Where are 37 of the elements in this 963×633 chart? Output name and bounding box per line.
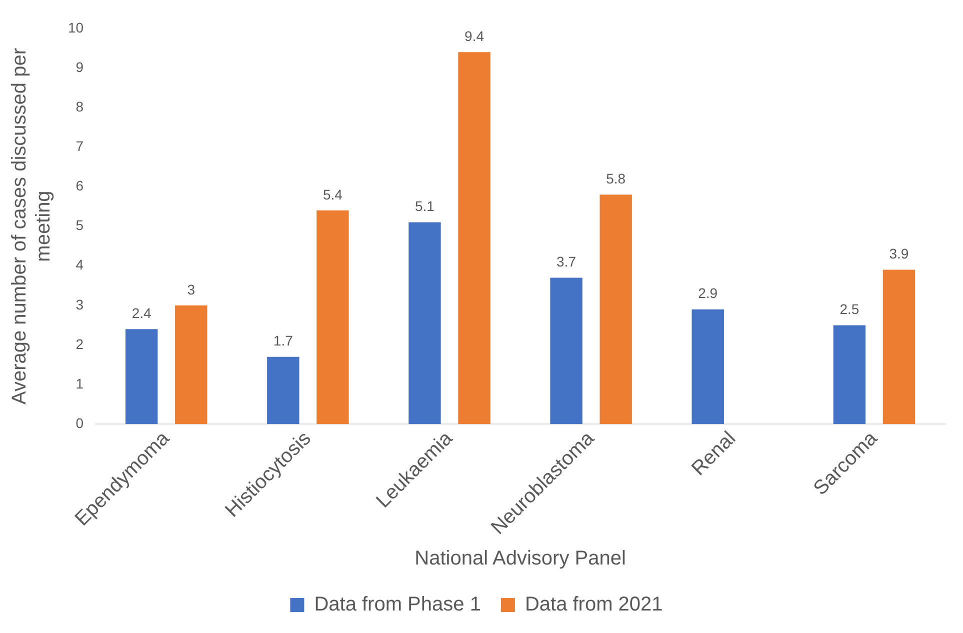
y-tick-label: 5 xyxy=(76,217,84,234)
bar xyxy=(692,309,724,424)
y-axis-title: Average number of cases discussed per meeting xyxy=(8,48,55,405)
data-label: 3.7 xyxy=(556,254,576,270)
y-tick-label: 2 xyxy=(76,336,84,352)
data-label: 5.4 xyxy=(322,186,343,202)
y-tick-label: 8 xyxy=(76,98,84,114)
data-label: 3.9 xyxy=(889,246,909,262)
data-label: 3 xyxy=(187,281,196,298)
bar xyxy=(882,270,916,424)
x-axis-title: National Advisory Panel xyxy=(414,548,626,570)
bar xyxy=(550,278,582,424)
y-tick-label: 0 xyxy=(76,414,84,431)
data-label: 5.1 xyxy=(414,198,435,214)
y-tick-label: 9 xyxy=(76,58,84,75)
bar xyxy=(408,222,441,424)
legend-label: Data from 2021 xyxy=(524,594,663,616)
bar xyxy=(267,356,300,424)
data-label: 2.4 xyxy=(132,305,152,322)
y-tick-label: 6 xyxy=(76,178,84,194)
bar xyxy=(316,210,349,424)
data-label: 2.9 xyxy=(698,285,718,302)
bar xyxy=(458,52,490,424)
y-tick-label: 1 xyxy=(76,375,84,392)
bar xyxy=(125,329,158,424)
bar xyxy=(600,194,632,424)
y-tick-label: 7 xyxy=(76,138,84,154)
y-tick-label: 4 xyxy=(76,256,84,273)
data-label: 9.4 xyxy=(464,28,484,44)
bar xyxy=(833,325,866,424)
data-label: 2.5 xyxy=(840,301,860,318)
y-tick-label: 10 xyxy=(68,19,84,36)
legend-label: Data from Phase 1 xyxy=(314,594,481,616)
data-label: 1.7 xyxy=(273,332,294,349)
data-label: 5.8 xyxy=(606,170,626,186)
bar xyxy=(175,305,208,424)
y-tick-label: 3 xyxy=(76,296,84,312)
